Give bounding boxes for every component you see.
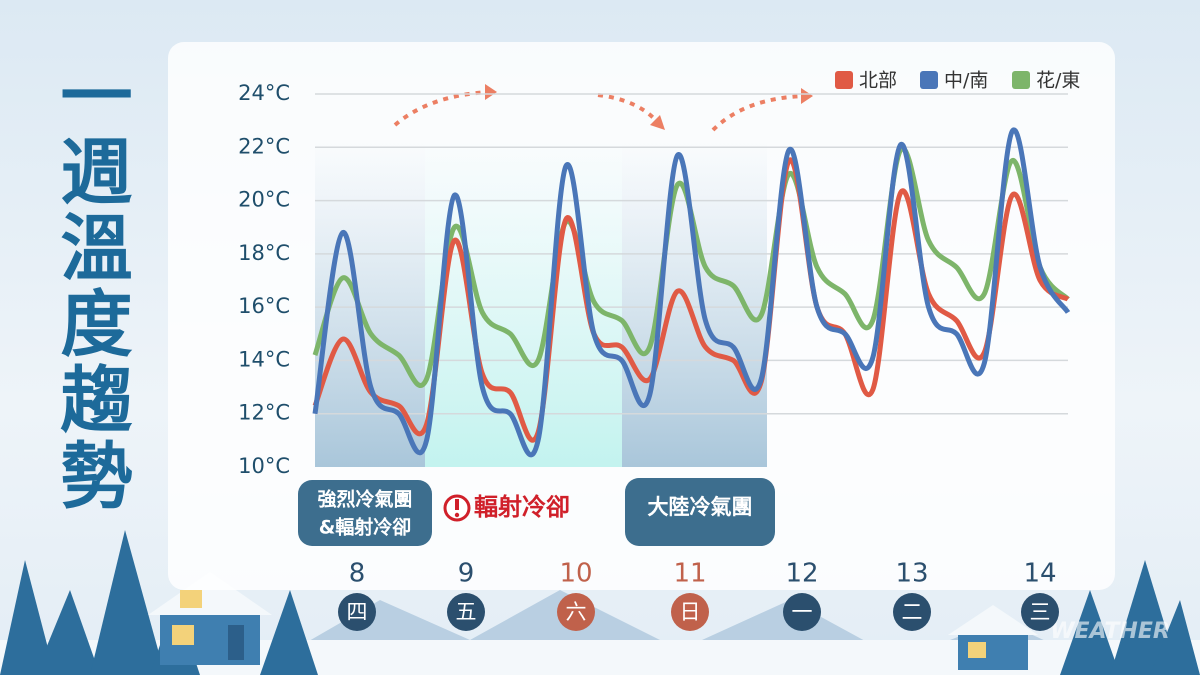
weekday-badge: [1021, 593, 1059, 631]
day-label: 13: [895, 559, 928, 589]
annotation: 強烈冷氣團: [317, 488, 412, 511]
weekday-badge: [447, 593, 485, 631]
y-tick-label: 12°C: [238, 401, 290, 425]
weekday-badge: [671, 593, 709, 631]
weekday-badge: [783, 593, 821, 631]
annotation: 大陸冷氣團: [648, 495, 753, 519]
weekday-label: 日: [680, 600, 701, 624]
annotation: 輻射冷卻: [474, 493, 570, 521]
weekday-badge: [557, 593, 595, 631]
weekday-label: 五: [456, 600, 477, 624]
day-label: 10: [559, 559, 592, 589]
weekday-label: 三: [1030, 600, 1051, 624]
legend-label: 北部: [859, 70, 897, 92]
y-tick-label: 18°C: [238, 241, 290, 265]
house: [148, 572, 272, 665]
house: [948, 605, 1038, 670]
watermark: WEATHER: [1050, 619, 1170, 644]
legend-label: 中/南: [944, 70, 988, 92]
legend-swatch: [920, 71, 938, 89]
legend-label: 花/東: [1036, 70, 1080, 92]
weekday-label: 二: [902, 600, 923, 624]
day-label: 8: [349, 559, 366, 589]
weekday-label: 四: [347, 600, 368, 624]
series-line: [312, 127, 1071, 458]
legend-swatch: [1012, 71, 1030, 89]
weekday-badge: [338, 593, 376, 631]
y-tick-label: 14°C: [238, 347, 290, 371]
scenery: [0, 530, 1200, 675]
annotation-box: [625, 478, 775, 546]
page-title: 一週溫度趨勢: [48, 58, 132, 514]
y-tick-label: 24°C: [238, 81, 290, 105]
weekday-label: 六: [566, 600, 587, 624]
y-tick-label: 16°C: [238, 294, 290, 318]
weekday-label: 一: [792, 600, 813, 624]
warning-icon: [443, 494, 471, 522]
legend-swatch: [835, 71, 853, 89]
trend-arrows: [393, 90, 806, 132]
y-tick-label: 22°C: [238, 134, 290, 158]
annotation: &輻射冷卻: [319, 516, 412, 539]
y-tick-label: 20°C: [238, 188, 290, 212]
y-tick-label: 10°C: [238, 454, 290, 478]
day-label: 14: [1023, 559, 1056, 589]
day-label: 11: [673, 559, 706, 589]
weekday-badge: [893, 593, 931, 631]
day-label: 12: [785, 559, 818, 589]
arrow-heads: [485, 84, 813, 130]
annotation-box: [298, 480, 432, 546]
day-label: 9: [458, 559, 475, 589]
series-line: [312, 157, 1070, 443]
